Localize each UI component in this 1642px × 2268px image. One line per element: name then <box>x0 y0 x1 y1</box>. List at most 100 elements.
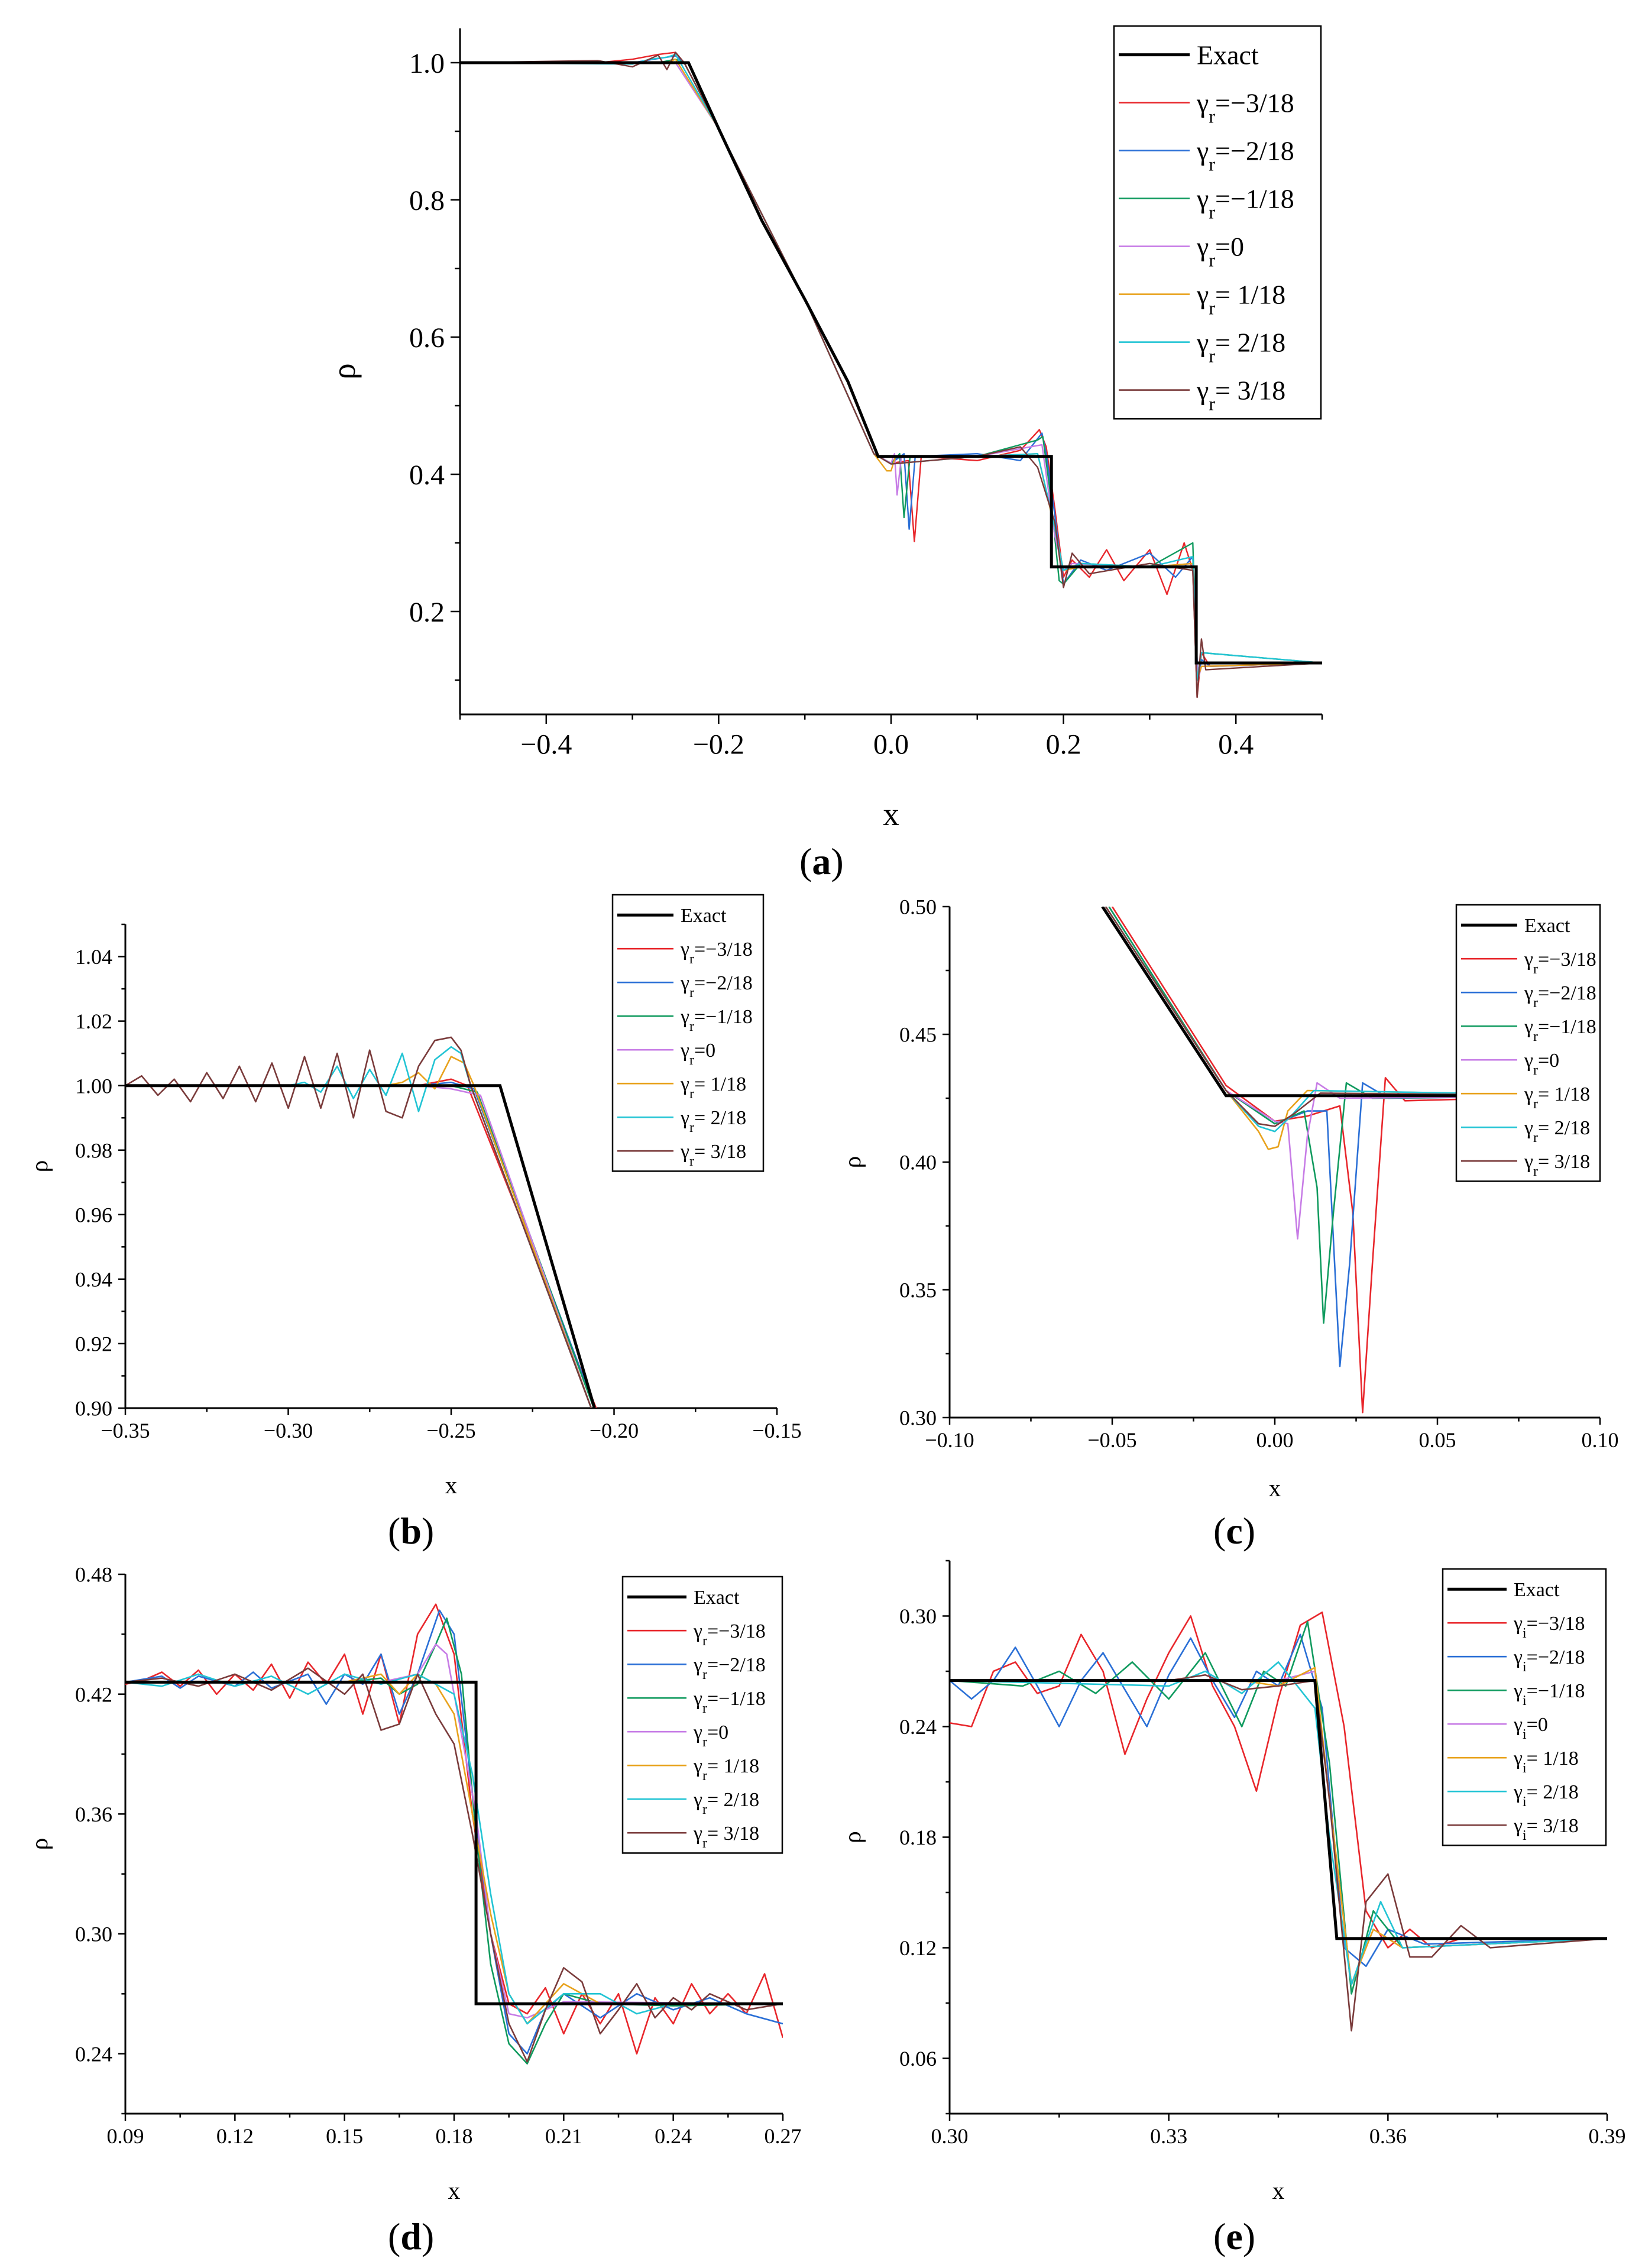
legend-entry: γr=−1/18 <box>1524 1016 1596 1044</box>
x-tick-label: 0.00 <box>1256 1428 1294 1452</box>
y-tick-label: 0.36 <box>75 1803 112 1826</box>
y-tick-label: 0.4 <box>409 460 445 491</box>
legend-entry: γr=−2/18 <box>680 972 753 1001</box>
x-tick-label: −0.30 <box>264 1419 313 1442</box>
y-axis-label: ρ <box>838 1156 866 1169</box>
x-axis-label: x <box>445 1471 458 1499</box>
y-tick-label: 0.48 <box>75 1563 112 1587</box>
legend: Exact γr=−3/18 γr=−2/18 γr=−1/18 γr=0 γr= 1/1… <box>621 1575 783 1854</box>
legend-box <box>1442 1568 1607 1846</box>
legend-entry: γr=−3/18 <box>1524 949 1596 977</box>
series-line-1 <box>950 1612 1607 1949</box>
y-tick-label: 0.35 <box>899 1279 937 1302</box>
panel-label-b: (b) <box>388 1510 435 1552</box>
x-tick-label: 0.30 <box>931 2124 969 2148</box>
legend-entry: γr=−3/18 <box>680 939 753 967</box>
y-tick-label: 0.92 <box>75 1332 112 1356</box>
legend-entry: γr= 2/18 <box>680 1107 746 1135</box>
x-axis-label: x <box>1272 2177 1285 2204</box>
legend-entry: γi= 2/18 <box>1513 1781 1579 1810</box>
x-tick-label: −0.2 <box>693 729 744 760</box>
legend: Exact γr=−3/18 γr=−2/18 γr=−1/18 γr=0 γr= 1/1… <box>1113 25 1322 420</box>
series-line-1 <box>125 1078 597 1408</box>
x-tick-label: −0.35 <box>101 1419 150 1442</box>
x-tick-label: −0.15 <box>752 1419 801 1442</box>
series-line-6 <box>125 1046 592 1408</box>
legend-box <box>1455 904 1601 1182</box>
legend: Exact γr=−3/18 γr=−2/18 γr=−1/18 γr=0 γr= 1/1… <box>1455 904 1601 1182</box>
x-tick-label: 0.21 <box>545 2124 582 2148</box>
legend-box <box>621 1575 783 1854</box>
legend-box <box>1113 25 1322 420</box>
x-tick-label: 0.36 <box>1369 2124 1407 2148</box>
legend-entry: γr=0 <box>680 1040 715 1068</box>
legend-entry: γr=−2/18 <box>693 1654 766 1683</box>
chart-panel-a: −0.4 −0.2 0.0 0.2 0.4 0.2 0.4 0.6 0.8 1.0 x ρ Exact γ… <box>326 25 1323 832</box>
y-tick-label: 1.0 <box>409 48 445 79</box>
series-line-2 <box>950 1633 1607 1967</box>
legend-entry: γr= 2/18 <box>1524 1117 1590 1146</box>
y-tick-label: 0.30 <box>899 1604 937 1628</box>
legend-entry: γr=−3/18 <box>1196 88 1294 127</box>
exact-solution-line <box>125 1084 596 1408</box>
legend-entry: γi=−3/18 <box>1513 1613 1585 1641</box>
series-line-7 <box>1105 907 1600 1127</box>
x-tick-label: 0.0 <box>873 729 909 760</box>
panel-label-c: (c) <box>1213 1510 1256 1552</box>
chart-panel-b: −0.35 −0.30 −0.25 −0.20 −0.15 0.90 0.92 0.94 0.9… <box>25 894 802 1499</box>
x-tick-label: 0.12 <box>216 2124 254 2148</box>
series-line-6 <box>125 1673 783 2025</box>
series-line-7 <box>125 1667 783 2063</box>
legend-entry: γr=−1/18 <box>680 1006 753 1034</box>
y-tick-label: 0.45 <box>899 1023 937 1047</box>
y-tick-label: 0.50 <box>899 895 937 919</box>
y-tick-label: 0.12 <box>899 1936 937 1960</box>
chart-panel-d: 0.09 0.12 0.15 0.18 0.21 0.24 0.27 0.24 0.30 0.36… <box>25 1563 802 2204</box>
x-axis-label: x <box>448 2177 461 2204</box>
series-line-7 <box>125 1036 592 1408</box>
y-axis-label: ρ <box>838 1831 866 1843</box>
panel-label-d: (d) <box>388 2215 435 2257</box>
x-tick-label: −0.10 <box>925 1428 974 1452</box>
y-tick-label: 0.90 <box>75 1397 112 1421</box>
x-tick-label: 0.39 <box>1589 2124 1626 2148</box>
x-tick-label: 0.33 <box>1150 2124 1187 2148</box>
legend-entry: γr=0 <box>1524 1050 1559 1078</box>
chart-panel-c: −0.10 −0.05 0.00 0.05 0.10 0.30 0.35 0.40 0.45 0.… <box>838 895 1619 1502</box>
y-tick-label: 0.06 <box>899 2047 937 2070</box>
legend-entry: Exact <box>1514 1579 1560 1601</box>
y-tick-label: 0.24 <box>75 2042 112 2066</box>
series-line-4 <box>125 1085 592 1408</box>
legend-entry: γi=−1/18 <box>1513 1680 1585 1709</box>
y-tick-label: 0.2 <box>409 597 445 628</box>
legend-entry: γr= 3/18 <box>1196 376 1285 415</box>
y-tick-label: 0.18 <box>899 1826 937 1849</box>
legend-entry: γr= 3/18 <box>693 1823 759 1851</box>
y-axis-label: ρ <box>25 1838 53 1850</box>
legend-entry: γr= 1/18 <box>1196 280 1285 319</box>
y-tick-label: 0.40 <box>899 1151 937 1175</box>
y-tick-label: 1.04 <box>75 945 112 969</box>
exact-solution-line <box>460 61 1322 665</box>
legend-box <box>611 894 765 1172</box>
legend: Exact γr=−3/18 γr=−2/18 γr=−1/18 γr=0 γr= 1/1… <box>611 894 765 1172</box>
y-tick-label: 0.24 <box>899 1715 937 1739</box>
y-tick-label: 0.30 <box>899 1406 937 1430</box>
legend-entry: γr= 3/18 <box>680 1141 746 1169</box>
panel-label-a: (a) <box>799 840 844 882</box>
legend-entry: γr= 1/18 <box>693 1755 759 1784</box>
legend-entry: γr=0 <box>693 1722 728 1750</box>
legend-entry: γr= 1/18 <box>1524 1083 1590 1112</box>
legend-entry: γr=0 <box>1196 232 1244 271</box>
x-tick-label: 0.24 <box>655 2124 692 2148</box>
series-line-3 <box>1108 907 1600 1324</box>
x-tick-label: 0.10 <box>1582 1428 1619 1452</box>
legend-entry: γr=−2/18 <box>1196 136 1294 175</box>
legend-entry: γr= 3/18 <box>1524 1151 1590 1179</box>
y-tick-label: 0.8 <box>409 185 445 216</box>
y-tick-label: 0.30 <box>75 1923 112 1946</box>
x-tick-label: 0.4 <box>1218 729 1254 760</box>
legend-entry: Exact <box>1197 40 1259 70</box>
x-tick-label: 0.18 <box>436 2124 473 2148</box>
